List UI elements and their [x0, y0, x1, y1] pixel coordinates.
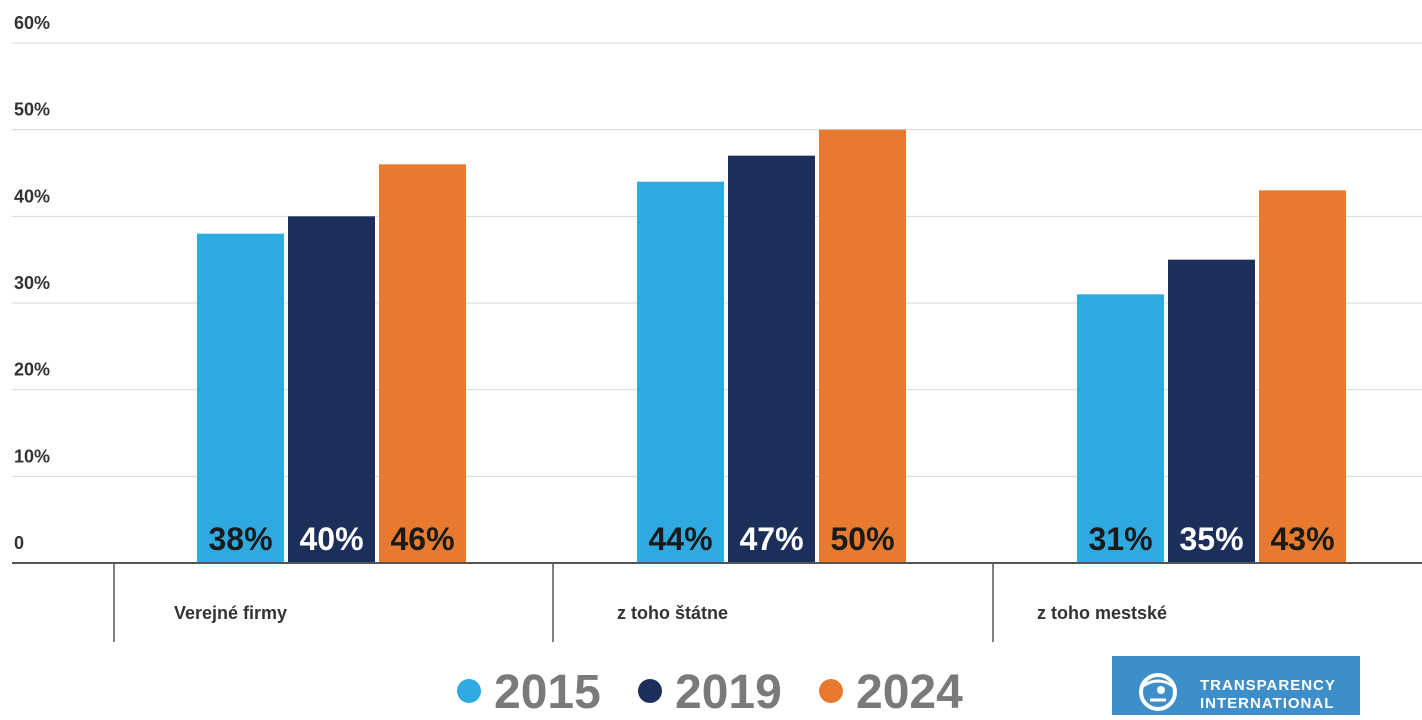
legend-label-2019: 2019: [675, 666, 782, 715]
y-tick-label: 10%: [14, 446, 50, 466]
transparency-international-logo: TRANSPARENCY INTERNATIONAL: [1112, 656, 1360, 715]
category-label-3: z toho mestské: [1037, 603, 1167, 623]
bars: [197, 129, 1346, 564]
data-label-2015-2: 44%: [648, 521, 712, 557]
category-label-2: z toho štátne: [617, 603, 728, 623]
y-tick-label: 30%: [14, 273, 50, 293]
logo-background: [1112, 656, 1360, 715]
data-labels: 38% 40% 46% 44% 47% 50% 31% 35% 43%: [208, 521, 1334, 557]
bar-2019-2: [728, 155, 815, 563]
category-label-1: Verejné firmy: [174, 603, 287, 623]
y-tick-label: 0: [14, 533, 24, 553]
category-labels: Verejné firmy z toho štátne z toho mestské: [174, 603, 1167, 623]
data-label-2015-1: 38%: [208, 521, 272, 557]
data-label-2019-1: 40%: [299, 521, 363, 557]
data-label-2019-3: 35%: [1179, 521, 1243, 557]
legend: 2015 2019 2024: [457, 666, 963, 719]
x-axis: [12, 562, 1422, 642]
bar-2015-3: [1077, 294, 1164, 563]
legend-label-2024: 2024: [856, 666, 963, 715]
data-label-2015-3: 31%: [1088, 521, 1152, 557]
bar-2015-1: [197, 233, 284, 563]
data-label-2024-2: 50%: [830, 521, 894, 557]
y-tick-label: 40%: [14, 186, 50, 206]
y-tick-label: 50%: [14, 100, 50, 120]
bar-2024-2: [819, 129, 906, 563]
y-tick-label: 60%: [14, 13, 50, 33]
legend-marker-2019: [638, 679, 662, 703]
globe-icon: [1139, 673, 1177, 711]
logo-line-1: TRANSPARENCY: [1200, 677, 1336, 694]
legend-marker-2015: [457, 679, 481, 703]
bar-2024-3: [1259, 190, 1346, 564]
bar-2019-1: [288, 216, 375, 564]
logo-line-2: INTERNATIONAL: [1200, 695, 1334, 712]
data-label-2024-3: 43%: [1270, 521, 1334, 557]
data-label-2019-2: 47%: [739, 521, 803, 557]
bar-2019-3: [1168, 259, 1255, 563]
y-tick-label: 20%: [14, 360, 50, 380]
data-label-2024-1: 46%: [390, 521, 454, 557]
legend-marker-2024: [819, 679, 843, 703]
bar-2024-1: [379, 164, 466, 564]
bar-2015-2: [637, 181, 724, 563]
legend-label-2015: 2015: [494, 666, 601, 715]
y-axis-ticks: 0 10% 20% 30% 40% 50% 60%: [14, 13, 50, 553]
